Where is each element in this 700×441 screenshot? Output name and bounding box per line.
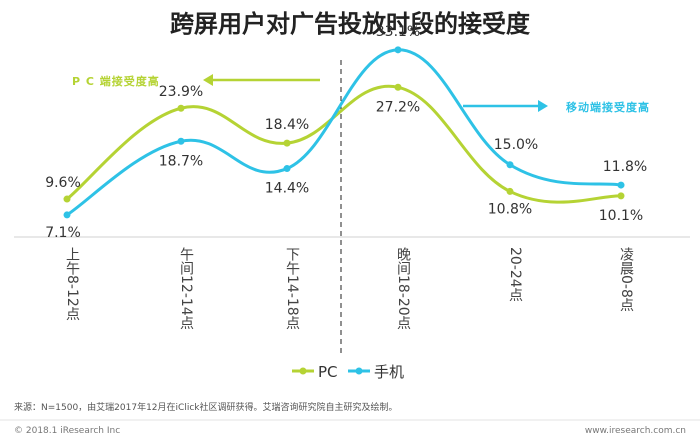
pc-annotation-label: P C 端接受度高: [72, 74, 160, 88]
legend: PC 手机: [292, 363, 404, 381]
pc-point: [283, 139, 291, 147]
pc-data-label: 27.2%: [376, 99, 420, 115]
legend-pc-label: PC: [318, 363, 338, 381]
legend-mobile-label: 手机: [374, 363, 404, 381]
legend-pc-marker: [299, 367, 307, 375]
mobile-point: [177, 137, 185, 145]
mobile-point: [506, 161, 514, 169]
copyright: © 2018.1 iResearch Inc: [14, 426, 120, 436]
pc-point: [617, 192, 625, 200]
website: www.iresearch.com.cn: [585, 426, 686, 436]
mobile-data-label: 11.8%: [603, 159, 647, 175]
lines-layer: 9.6% 23.9% 18.4% 27.2% 10.8% 10.1% 7.1% 18.7% 14…: [14, 24, 690, 355]
mobile-point: [63, 211, 71, 219]
pc-data-label: 10.1%: [599, 208, 643, 224]
pc-data-label: 10.8%: [488, 201, 532, 217]
x-tick-label: 20-24点: [507, 247, 523, 302]
x-tick-label: 下午14-18点: [284, 247, 300, 330]
mobile-data-label: 33.1%: [376, 24, 420, 40]
x-tick-label: 凌晨0-8点: [618, 247, 634, 312]
pc-data-label: 18.4%: [265, 117, 309, 133]
mobile-data-label: 18.7%: [159, 153, 203, 169]
mobile-data-label: 15.0%: [494, 137, 538, 153]
source-note: 来源：N=1500，由艾瑞2017年12月在iClick社区调研获得。艾瑞咨询研…: [14, 401, 397, 413]
x-tick-label: 午间12-14点: [178, 247, 194, 330]
mobile-point: [283, 165, 291, 173]
pc-data-label: 9.6%: [45, 175, 81, 191]
pc-point: [63, 195, 71, 203]
x-tick-label: 晚间18-20点: [395, 247, 411, 330]
mobile-annotation-label: 移动端接受度高: [566, 100, 650, 114]
chart-title: 跨屏用户对广告投放时段的接受度: [170, 10, 531, 38]
mobile-point: [394, 46, 402, 54]
mobile-point: [617, 181, 625, 189]
mobile-arrow-head: [538, 100, 548, 112]
mobile-annotation: 移动端接受度高: [463, 100, 650, 114]
pc-arrow-head: [203, 74, 213, 86]
mobile-data-label: 7.1%: [45, 225, 81, 241]
legend-mobile-marker: [355, 367, 363, 375]
pc-data-label: 23.9%: [159, 84, 203, 100]
x-tick-label: 上午8-12点: [64, 247, 80, 321]
pc-point: [177, 104, 185, 112]
pc-annotation: P C 端接受度高: [72, 74, 320, 88]
mobile-data-label: 14.4%: [265, 181, 309, 197]
pc-point: [394, 83, 402, 91]
pc-point: [506, 187, 514, 195]
